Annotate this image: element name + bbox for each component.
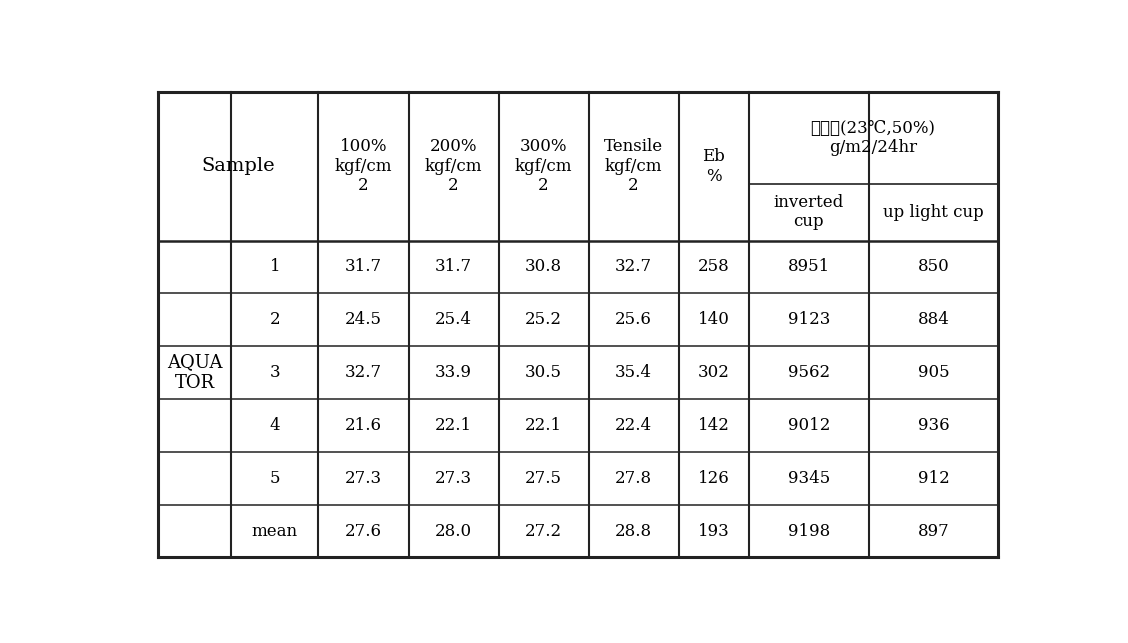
Text: up light cup: up light cup <box>883 204 984 221</box>
Text: 9562: 9562 <box>787 364 830 381</box>
Text: 300%
kgf/cm
2: 300% kgf/cm 2 <box>514 138 572 194</box>
Text: 200%
kgf/cm
2: 200% kgf/cm 2 <box>425 138 483 194</box>
Text: 897: 897 <box>917 523 950 539</box>
Text: 126: 126 <box>698 469 730 487</box>
Text: 27.6: 27.6 <box>345 523 382 539</box>
Text: 905: 905 <box>918 364 950 381</box>
Text: 22.1: 22.1 <box>525 417 562 434</box>
Text: 22.4: 22.4 <box>615 417 652 434</box>
Text: 142: 142 <box>697 417 730 434</box>
Text: 31.7: 31.7 <box>435 258 473 275</box>
Text: Sample: Sample <box>202 158 275 176</box>
Text: Eb
%: Eb % <box>702 148 725 185</box>
Text: 32.7: 32.7 <box>615 258 652 275</box>
Text: 35.4: 35.4 <box>615 364 652 381</box>
Text: 22.1: 22.1 <box>435 417 473 434</box>
Text: 884: 884 <box>917 311 950 329</box>
Text: 9123: 9123 <box>787 311 830 329</box>
Text: 31.7: 31.7 <box>345 258 382 275</box>
Text: 27.3: 27.3 <box>435 469 473 487</box>
Text: 5: 5 <box>270 469 280 487</box>
Text: AQUA
TOR: AQUA TOR <box>167 353 222 392</box>
Text: 28.0: 28.0 <box>435 523 473 539</box>
Text: 25.4: 25.4 <box>435 311 472 329</box>
Text: 936: 936 <box>918 417 950 434</box>
Text: 8951: 8951 <box>787 258 830 275</box>
Text: 850: 850 <box>917 258 950 275</box>
Text: 3: 3 <box>270 364 280 381</box>
Text: 28.8: 28.8 <box>615 523 652 539</box>
Text: 25.6: 25.6 <box>615 311 652 329</box>
Text: 9198: 9198 <box>787 523 830 539</box>
Text: 27.2: 27.2 <box>525 523 562 539</box>
Text: 9012: 9012 <box>787 417 830 434</box>
Text: 27.5: 27.5 <box>525 469 562 487</box>
Text: 30.5: 30.5 <box>525 364 562 381</box>
Text: 140: 140 <box>697 311 730 329</box>
Text: mean: mean <box>252 523 298 539</box>
Text: 33.9: 33.9 <box>435 364 472 381</box>
Text: 302: 302 <box>697 364 730 381</box>
Text: 2: 2 <box>270 311 280 329</box>
Text: 27.8: 27.8 <box>615 469 652 487</box>
Text: 32.7: 32.7 <box>345 364 382 381</box>
Text: 1: 1 <box>270 258 280 275</box>
Text: inverted
cup: inverted cup <box>774 194 844 230</box>
Text: 24.5: 24.5 <box>345 311 382 329</box>
Text: 27.3: 27.3 <box>345 469 382 487</box>
Text: 30.8: 30.8 <box>525 258 562 275</box>
Text: 4: 4 <box>270 417 280 434</box>
Text: 25.2: 25.2 <box>525 311 562 329</box>
Text: 193: 193 <box>698 523 730 539</box>
Text: 912: 912 <box>917 469 950 487</box>
Text: 투습도(23℃,50%)
g/m2/24hr: 투습도(23℃,50%) g/m2/24hr <box>811 120 935 156</box>
Text: 9345: 9345 <box>787 469 830 487</box>
Text: 100%
kgf/cm
2: 100% kgf/cm 2 <box>335 138 393 194</box>
Text: 21.6: 21.6 <box>345 417 382 434</box>
Text: Tensile
kgf/cm
2: Tensile kgf/cm 2 <box>605 138 663 194</box>
Text: 258: 258 <box>698 258 730 275</box>
